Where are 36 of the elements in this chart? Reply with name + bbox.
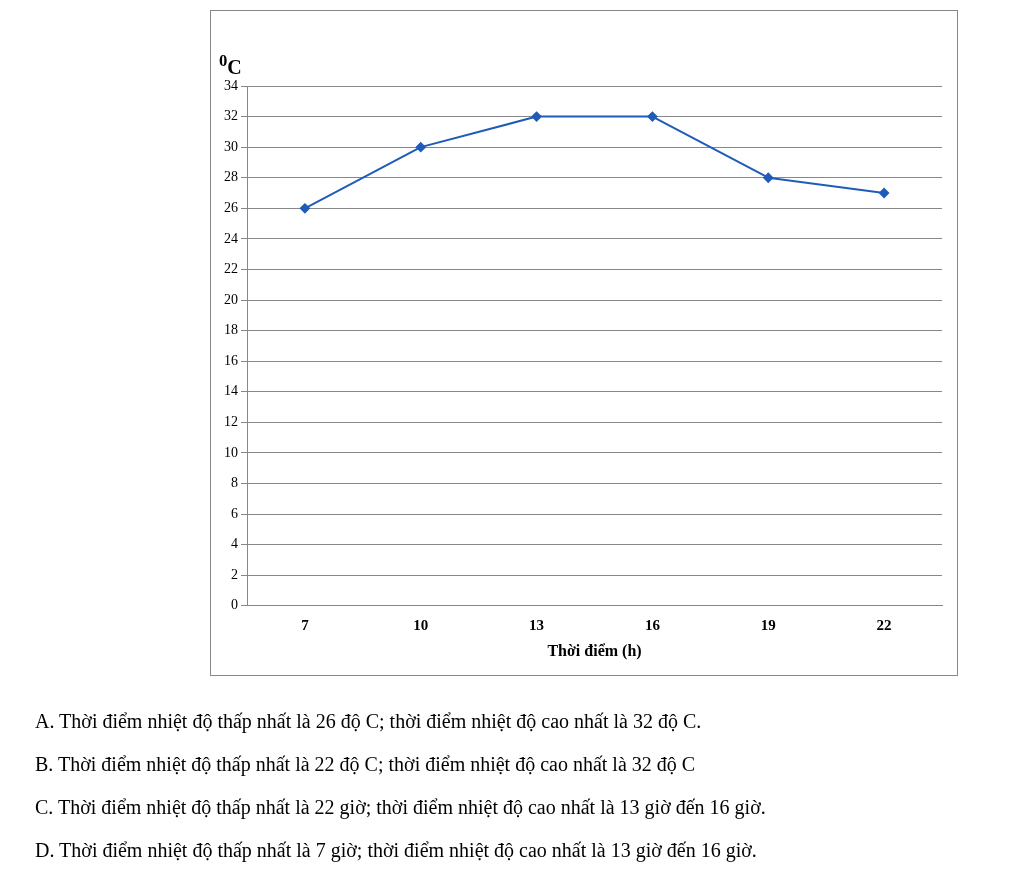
text: A. Thời điểm nhiệt độ thấp nhất là 26 độ C; thời điểm nhiệt độ cao nhất là 32 độ C. [35,709,703,735]
text: C. Thời điểm nhiệt độ thấp nhất là 22 giờ; thời điểm nhiệt độ cao nhất là 13 giờ đến 16 giờ. [35,795,766,821]
x-tick-label: 10 [413,616,429,633]
text: B. Thời điểm nhiệt độ thấp nhất là 22 độ C; thời điểm nhiệt độ cao nhất là 32 độ C [35,752,697,778]
y-tick-label: 28 [224,169,238,185]
x-tick-label: 19 [760,616,776,633]
y-tick-label: 22 [224,261,238,277]
y-tick-label: 20 [224,291,238,307]
y-tick-label: 12 [224,414,238,430]
x-tick-label: 13 [529,616,545,633]
y-tick-label: 0 [231,597,238,613]
text: D. Thời điểm nhiệt độ thấp nhất là 7 giờ; thời điểm nhiệt độ cao nhất là 13 giờ đến 16 giờ. [35,838,758,864]
x-tick-label: 22 [876,616,892,633]
y-tick-label: 32 [224,108,238,124]
y-tick-label: 2 [231,566,238,582]
y-tick-label: 10 [224,444,238,460]
y-tick-label: 14 [224,383,238,399]
y-tick-label: 4 [231,536,238,552]
y-tick-label: 16 [224,352,238,368]
point [647,111,658,122]
y-axis-title: $^{0}$C [219,51,242,79]
y-tick-label: 24 [224,230,238,246]
point [415,142,426,153]
point [299,203,310,214]
x-tick-label: 7 [301,616,310,633]
y-tick-label: 34 [224,77,238,93]
x-axis-title: Thời điểm (h) [547,641,642,660]
y-tick-label: 18 [224,322,238,338]
point [763,172,774,183]
point [879,188,890,199]
x-tick-label: 16 [644,616,661,633]
point [531,111,542,122]
y-tick-label: 6 [231,505,238,521]
y-tick-label: 8 [231,475,238,491]
y-tick-label: 30 [224,138,238,154]
y-tick-label: 26 [224,199,238,215]
